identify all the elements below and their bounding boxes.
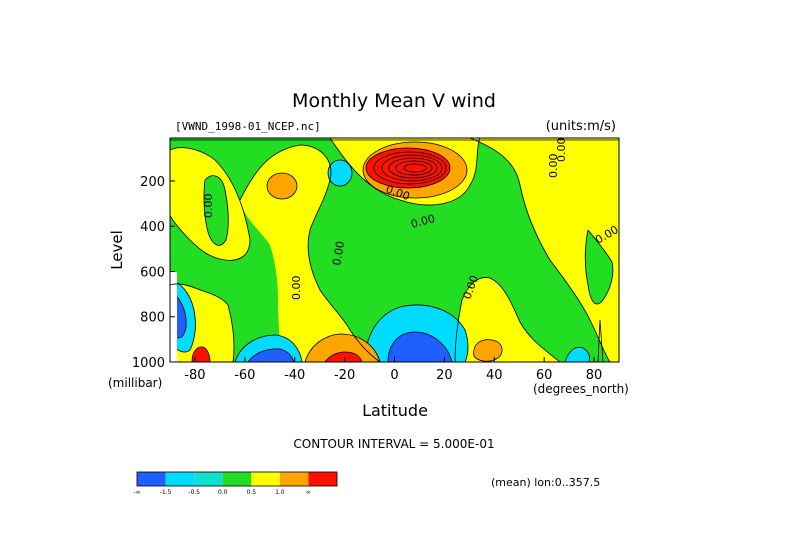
- y-axis-units: (millibar): [108, 376, 162, 390]
- filled-region-positive: [240, 145, 380, 362]
- filled-region-green: [585, 230, 613, 305]
- x-tick-label: 80: [586, 368, 603, 383]
- plot-area: [170, 138, 619, 362]
- contour-label: 0.00: [330, 240, 347, 266]
- y-tick-label: 600: [140, 265, 165, 280]
- x-axis: -80 -60 -40 -20 0 20 40 60 80: [184, 357, 602, 383]
- y-tick-label: 800: [140, 311, 165, 326]
- zero-contour: [329, 138, 481, 206]
- y-axis: 200 400 600 800 1000: [132, 175, 175, 371]
- zero-contour: [239, 144, 381, 362]
- colorbar-tick-label: -0.5: [188, 489, 200, 496]
- x-tick-label: -40: [284, 368, 305, 383]
- colorbar-tick-label: -1.5: [160, 489, 172, 496]
- dataset-label: [VWND_1998-01_NCEP.nc]: [175, 120, 321, 133]
- zero-contour: [203, 175, 229, 246]
- x-axis-label: Latitude: [362, 401, 428, 420]
- x-tick-label: -60: [234, 368, 255, 383]
- filled-region-blue: [387, 331, 453, 362]
- filled-region-green: [204, 175, 229, 246]
- colorbar-tick-label: 1.0: [275, 489, 285, 496]
- y-tick-label: 1000: [132, 356, 165, 371]
- x-tick-label: -80: [184, 368, 205, 383]
- zero-contour: [454, 277, 561, 362]
- colorbar-tick-label: -∞: [133, 489, 140, 496]
- filled-region-cyan: [564, 346, 590, 362]
- y-tick-label: 200: [140, 175, 165, 190]
- chart-title: Monthly Mean V wind: [292, 90, 496, 112]
- filled-region-red: [366, 148, 450, 188]
- colorbar-tick-label: 0.5: [247, 489, 257, 496]
- colorbar-swatch: [222, 472, 252, 486]
- y-tick-label: 400: [140, 220, 165, 235]
- colorbar-swatch: [251, 472, 280, 486]
- x-tick-label: -20: [334, 368, 355, 383]
- zero-contour: [170, 283, 235, 362]
- contour-label: 0.00: [547, 154, 560, 179]
- zero-contour: [469, 138, 611, 362]
- zero-contour: [584, 229, 614, 305]
- y-axis-label: Level: [108, 230, 126, 270]
- colorbar-swatch: [137, 472, 166, 486]
- contour-lines: [362, 141, 468, 199]
- colorbar: -∞ -1.5 -0.5 0.0 0.5 1.0 ∞: [133, 471, 338, 496]
- filled-region-orange: [266, 172, 298, 200]
- filled-region-blue: [247, 348, 295, 362]
- mean-label: (mean) lon:0..357.5: [491, 476, 600, 489]
- filled-region-orange: [304, 333, 381, 362]
- colorbar-swatch: [165, 472, 195, 486]
- colorbar-swatch: [279, 472, 309, 486]
- contour-label: 0.00: [555, 138, 568, 163]
- colorbar-tick-label: 0.0: [218, 489, 228, 496]
- contour-label: 0.00: [290, 276, 303, 301]
- units-label: (units:m/s): [546, 119, 616, 134]
- contour-interval-label: CONTOUR INTERVAL = 5.000E-01: [293, 437, 494, 451]
- contour-label: 0.00: [409, 212, 436, 231]
- colorbar-tick-label: ∞: [306, 489, 311, 496]
- x-tick-label: 20: [436, 368, 453, 383]
- zero-contour: [597, 319, 604, 362]
- contour-label: 0.00: [202, 194, 215, 219]
- filled-region-cyan: [327, 159, 353, 187]
- filled-region-red: [324, 351, 363, 362]
- x-tick-label: 40: [486, 368, 503, 383]
- x-axis-units: (degrees_north): [533, 382, 629, 396]
- colorbar-frame: [136, 471, 338, 487]
- colorbar-swatch: [194, 472, 223, 486]
- x-tick-label: 60: [536, 368, 553, 383]
- colorbar-swatch: [308, 472, 337, 486]
- zero-contour: [170, 147, 251, 261]
- filled-region-orange: [473, 339, 503, 362]
- x-tick-label: 0: [390, 368, 398, 383]
- filled-region-red: [191, 346, 211, 362]
